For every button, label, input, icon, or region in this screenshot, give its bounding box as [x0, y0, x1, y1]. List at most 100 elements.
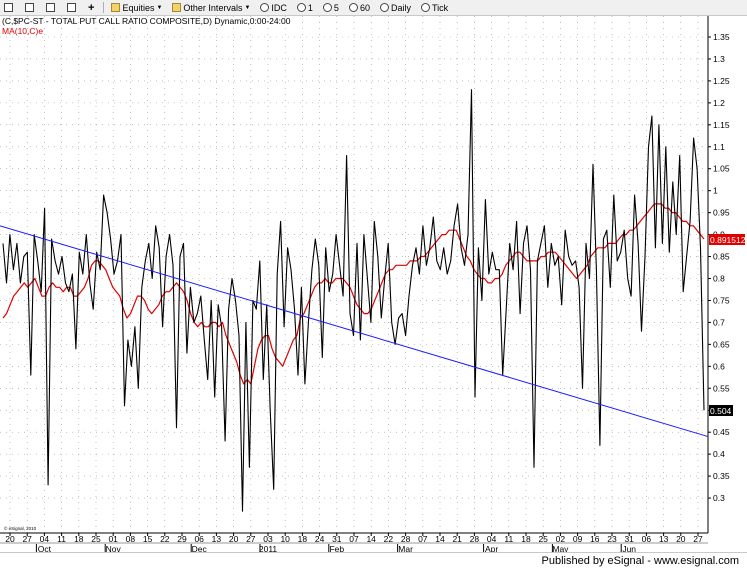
- equities-label: Equities: [122, 2, 155, 13]
- y-tick-label: 1.05: [713, 164, 730, 174]
- x-tick-label: 04: [40, 534, 50, 544]
- other-intervals-dropdown[interactable]: Other Intervals ▼: [168, 1, 254, 14]
- x-month-label: Mar: [398, 544, 413, 552]
- x-tick-label: 14: [366, 534, 376, 544]
- printer-icon: [4, 3, 13, 12]
- x-tick-label: 29: [177, 534, 187, 544]
- x-month-label: May: [552, 544, 569, 552]
- interval-1-label: 1: [307, 2, 313, 13]
- interval-60-button[interactable]: 60: [345, 1, 374, 14]
- copy-icon: [67, 3, 76, 12]
- equities-dropdown[interactable]: Equities ▼: [107, 1, 166, 14]
- copyright-label: © eSignal, 2010: [4, 525, 37, 531]
- folder-icon: [172, 3, 182, 12]
- plus-icon: +: [88, 1, 95, 14]
- y-tick-label: 0.6: [713, 361, 725, 371]
- other-intervals-label: Other Intervals: [183, 2, 243, 13]
- interval-1-button[interactable]: 1: [293, 1, 317, 14]
- x-tick-label: 13: [659, 534, 669, 544]
- document-icon: [25, 3, 34, 12]
- ma-last-value: 0.891512: [710, 235, 746, 245]
- interval-daily-button[interactable]: Daily: [376, 1, 415, 14]
- y-tick-label: 0.4: [713, 449, 725, 459]
- status-bar: Published by eSignal - www.esignal.com: [0, 552, 747, 568]
- x-tick-label: 08: [126, 534, 136, 544]
- add-button[interactable]: +: [84, 1, 98, 14]
- x-tick-label: 06: [642, 534, 652, 544]
- x-tick-label: 14: [435, 534, 445, 544]
- x-tick-label: 15: [143, 534, 153, 544]
- toolbar-divider: [103, 2, 105, 13]
- x-tick-label: 07: [349, 534, 359, 544]
- layout-button[interactable]: [42, 1, 61, 14]
- chart-toolbar: + Equities ▼ Other Intervals ▼ IDC 1 5 60 …: [0, 0, 747, 16]
- y-tick-label: 0.45: [713, 427, 730, 437]
- y-tick-label: 0.95: [713, 208, 730, 218]
- interval-60-label: 60: [359, 2, 370, 13]
- x-month-label: Apr: [485, 544, 498, 552]
- x-tick-label: 03: [263, 534, 273, 544]
- x-tick-label: 01: [108, 534, 118, 544]
- caret-down-icon: ▼: [156, 4, 163, 11]
- x-month-label: Jun: [622, 544, 636, 552]
- published-by-label: Published by eSignal - www.esignal.com: [541, 555, 740, 567]
- x-tick-label: 23: [607, 534, 617, 544]
- x-tick-label: 20: [229, 534, 239, 544]
- x-tick-label: 11: [504, 534, 513, 544]
- x-tick-label: 24: [315, 534, 325, 544]
- interval-daily-label: Daily: [390, 2, 411, 13]
- x-tick-label: 27: [22, 534, 32, 544]
- interval-idc-label: IDC: [271, 2, 287, 13]
- x-tick-label: 07: [418, 534, 428, 544]
- x-tick-label: 27: [693, 534, 703, 544]
- last-value-badge: [709, 405, 733, 416]
- ma-last-value-badge: [709, 234, 745, 245]
- trend-line: [0, 225, 709, 438]
- chart-header: (C,$PC-ST - TOTAL PUT CALL RATIO COMPOSI…: [2, 16, 291, 26]
- x-tick-label: 31: [332, 534, 342, 544]
- clock-icon: [322, 3, 332, 12]
- chart-settings-button[interactable]: [21, 1, 40, 14]
- x-axis-ticks: 20 27 04 11 18 25 01 08 15 22 29 06 13 20 27 03 10 18 24 31…: [5, 533, 703, 552]
- x-tick-label: 28: [401, 534, 411, 544]
- x-month-label: 2011: [259, 544, 278, 552]
- x-month-label: Feb: [329, 544, 344, 552]
- clock-icon: [348, 3, 358, 12]
- x-tick-label: 13: [212, 534, 222, 544]
- clock-icon: [296, 3, 306, 12]
- print-button[interactable]: [0, 1, 19, 14]
- y-tick-label: 1.1: [713, 142, 725, 152]
- interval-tick-button[interactable]: Tick: [417, 1, 452, 14]
- x-tick-label: 18: [521, 534, 531, 544]
- x-tick-label: 18: [298, 534, 308, 544]
- clock-icon: [379, 3, 389, 12]
- y-tick-label: 0.8: [713, 274, 725, 284]
- x-tick-label: 25: [538, 534, 548, 544]
- y-tick-label: 1.3: [713, 54, 725, 64]
- x-tick-label: 16: [590, 534, 600, 544]
- y-tick-label: 1.15: [713, 120, 730, 130]
- x-month-label: Dec: [192, 544, 208, 552]
- y-tick-label: 0.3: [713, 493, 725, 503]
- interval-tick-label: Tick: [431, 2, 449, 13]
- last-value: 0.504: [710, 406, 732, 416]
- interval-idc-button[interactable]: IDC: [256, 1, 291, 14]
- y-tick-label: 1.25: [713, 76, 730, 86]
- put-call-ratio-chart[interactable]: 0.30.350.40.450.50.550.60.650.70.750.80.…: [0, 16, 747, 552]
- x-tick-label: 06: [194, 534, 204, 544]
- y-tick-label: 0.75: [713, 295, 730, 305]
- y-tick-label: 1.35: [713, 32, 730, 42]
- x-tick-label: 04: [487, 534, 497, 544]
- copy-button[interactable]: [63, 1, 82, 14]
- y-axis-ticks: 0.30.350.40.450.50.550.60.650.70.750.80.…: [708, 32, 730, 503]
- x-tick-label: 10: [280, 534, 290, 544]
- interval-5-button[interactable]: 5: [319, 1, 343, 14]
- x-month-label: Oct: [38, 544, 52, 552]
- clock-icon: [420, 3, 430, 12]
- x-tick-label: 22: [384, 534, 394, 544]
- x-tick-label: 28: [470, 534, 480, 544]
- x-tick-label: 09: [573, 534, 583, 544]
- x-tick-label: 27: [246, 534, 256, 544]
- x-month-label: Nov: [106, 544, 122, 552]
- x-tick-label: 11: [57, 534, 66, 544]
